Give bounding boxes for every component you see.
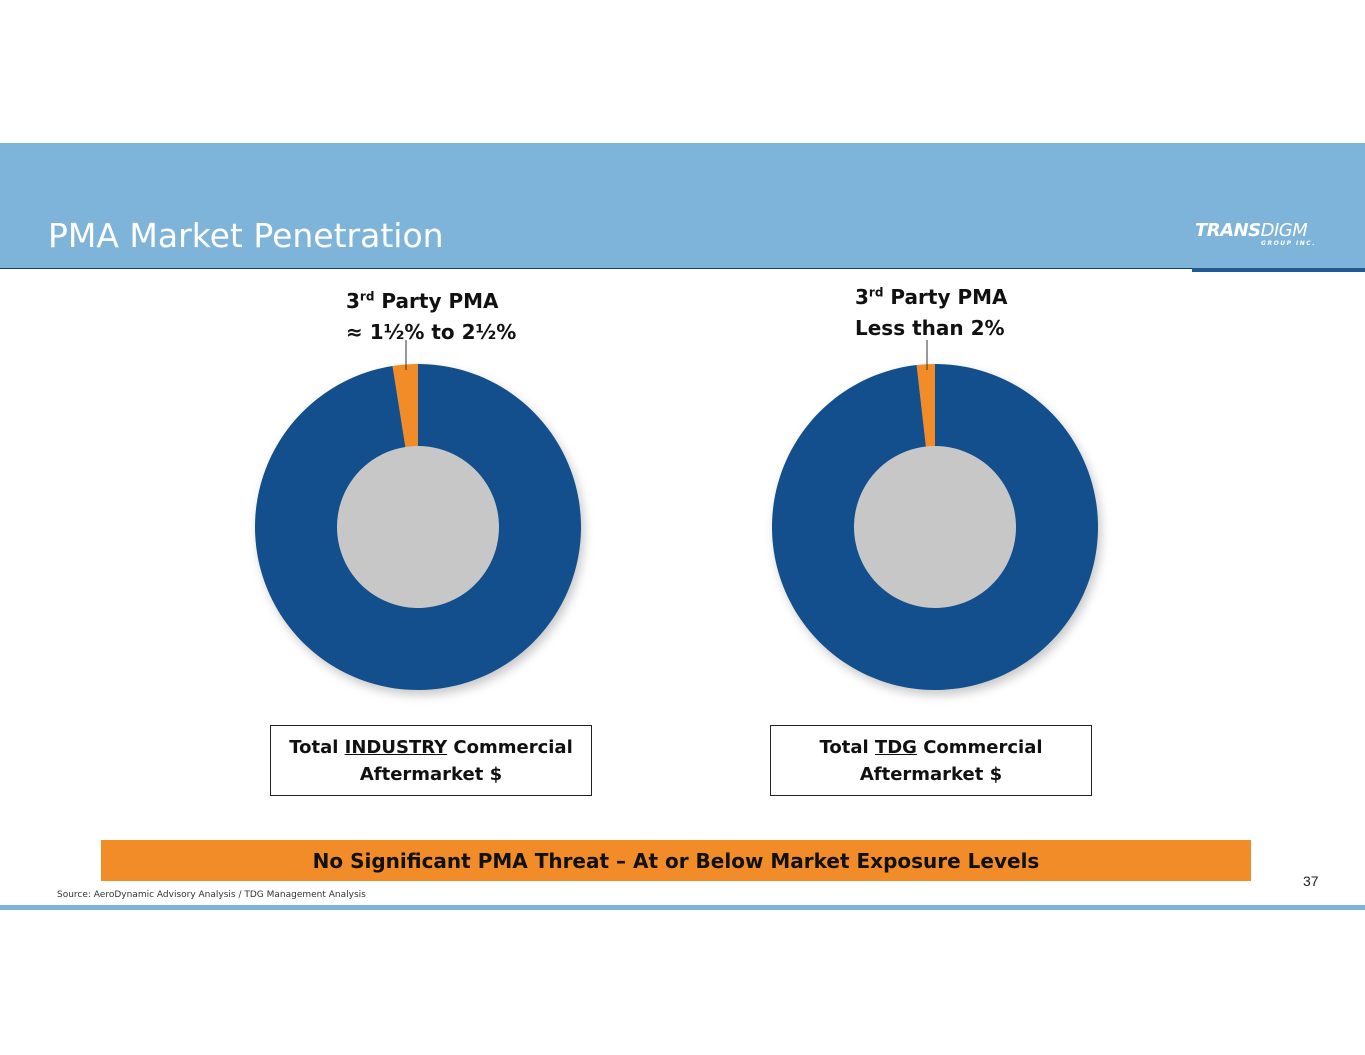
industry-caption-box: Total INDUSTRY Commercial Aftermarket $	[270, 725, 592, 796]
tdg-caption-box: Total TDG Commercial Aftermarket $	[770, 725, 1092, 796]
header-band	[0, 143, 1365, 268]
callout-line-2: Less than 2%	[855, 316, 1005, 340]
slide-number: 37	[1303, 873, 1319, 889]
caption-line-1: Total INDUSTRY Commercial	[289, 736, 573, 758]
pma-callout-industry: 3rd Party PMA ≈ 1½% to 2½%	[346, 286, 516, 348]
page-title: PMA Market Penetration	[48, 216, 444, 255]
source-note: Source: AeroDynamic Advisory Analysis / …	[57, 890, 366, 900]
tdg-donut-chart	[771, 340, 1101, 695]
conclusion-banner: No Significant PMA Threat – At or Below …	[101, 840, 1251, 881]
callout-line-2: ≈ 1½% to 2½%	[346, 320, 517, 344]
header-divider	[0, 268, 1365, 269]
industry-donut-chart	[254, 340, 584, 695]
logo-subtitle: GROUP INC.	[1261, 240, 1316, 247]
banner-text: No Significant PMA Threat – At or Below …	[312, 848, 1040, 873]
callout-line-1: 3rd Party PMA	[346, 289, 499, 313]
caption-line-2: Aftermarket $	[359, 763, 503, 785]
logo-wordmark: TRANSDIGM	[1195, 220, 1308, 241]
callout-line-1: 3rd Party PMA	[855, 285, 1008, 309]
pma-callout-tdg: 3rd Party PMA Less than 2%	[855, 282, 1007, 344]
other-slice	[254, 364, 581, 690]
logo-accent-rule	[1192, 268, 1365, 272]
caption-line-2: Aftermarket $	[859, 763, 1003, 785]
transdigm-logo: TRANSDIGM GROUP INC.	[1195, 220, 1320, 252]
other-slice	[771, 364, 1098, 690]
caption-line-1: Total TDG Commercial	[819, 736, 1043, 758]
pma-slice	[392, 364, 418, 447]
pma-slice	[916, 364, 935, 447]
footer-rule	[0, 905, 1365, 910]
